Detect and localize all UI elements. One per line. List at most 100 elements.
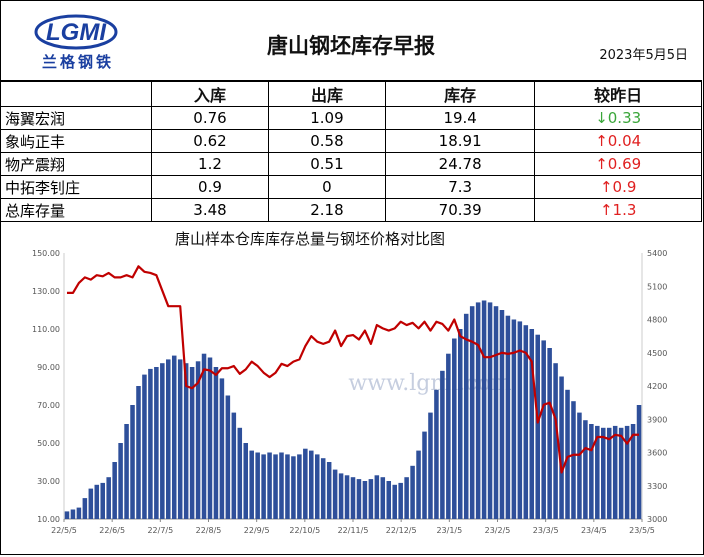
table-row: 总库存量 3.48 2.18 70.39 ↑1.3 [0, 198, 702, 222]
inventory-bar [511, 319, 517, 519]
table-row: 象屿正丰 0.62 0.58 18.91 ↑0.04 [0, 129, 702, 153]
report-date: 2023年5月5日 [599, 48, 688, 63]
inventory-bar [195, 361, 201, 519]
inventory-bar [243, 443, 249, 519]
inventory-bar [231, 412, 237, 519]
inventory-bar [160, 363, 165, 519]
row-in: 3.48 [151, 198, 269, 222]
inventory-bar [595, 425, 600, 519]
inventory-bar [255, 452, 260, 519]
x-tick-label: 22/9/5 [244, 526, 270, 535]
inventory-bar [612, 425, 618, 519]
inventory-bar [225, 395, 231, 519]
inventory-bar [166, 359, 171, 519]
row-stock: 7.3 [384, 175, 536, 199]
inventory-bar [279, 452, 284, 519]
inventory-bar [189, 367, 195, 519]
inventory-bar [416, 450, 421, 519]
report-title: 唐山钢坯库存早报 [267, 34, 435, 58]
inventory-bar [76, 507, 82, 519]
inventory-bar [577, 412, 582, 519]
row-out: 0.51 [267, 152, 386, 176]
inventory-bar [303, 448, 308, 519]
right-tick-label: 5400 [647, 249, 667, 258]
inventory-bar [344, 475, 350, 519]
inventory-bar [332, 469, 338, 519]
row-stock: 70.39 [384, 198, 536, 222]
x-tick-label: 22/5/5 [51, 526, 77, 535]
inventory-price-chart: 唐山样本仓库库存总量与钢坯价格对比图 www.lgmi.com 150.00 130… [0, 222, 702, 553]
inventory-bar [505, 315, 511, 519]
inventory-bar [487, 302, 493, 519]
inventory-bar [547, 348, 552, 519]
inventory-bar [112, 462, 117, 519]
inventory-bar [326, 462, 332, 519]
inventory-table: 入库 出库 库存 较昨日 海翼宏润 0.76 1.09 19.4 ↓0.33 象屿正丰 0.… [0, 81, 702, 222]
inventory-bar [100, 482, 105, 519]
inventory-bar [398, 482, 403, 519]
inventory-bar [583, 420, 588, 519]
row-out: 1.09 [267, 106, 386, 130]
inventory-bar [553, 363, 558, 519]
row-in: 0.76 [151, 106, 269, 130]
inventory-bar [410, 465, 415, 519]
inventory-bar [106, 477, 111, 519]
inventory-bar [404, 477, 409, 519]
table-row: 中拓李钊庄 0.9 0 7.3 ↑0.9 [0, 175, 702, 199]
x-tick-label: 22/7/5 [147, 526, 173, 535]
inventory-bar [273, 454, 278, 519]
inventory-bar [64, 511, 70, 519]
row-in: 0.62 [151, 129, 269, 153]
inventory-bar [446, 353, 451, 519]
header-out: 出库 [267, 81, 386, 107]
left-tick-label: 110.00 [32, 325, 60, 334]
x-tick-label: 23/3/5 [533, 526, 559, 535]
inventory-bar [559, 376, 564, 519]
inventory-bar [368, 479, 374, 519]
inventory-bar [94, 484, 100, 519]
inventory-bar [88, 488, 94, 519]
inventory-bar [422, 431, 427, 519]
inventory-bar [207, 357, 213, 519]
right-tick-label: 3900 [647, 415, 667, 424]
right-tick-label: 3000 [647, 515, 667, 524]
inventory-bar [434, 389, 439, 519]
chart-svg: www.lgmi.com 150.00 130.00 110.00 90.00 70.00… [32, 249, 667, 535]
chart-title: 唐山样本仓库库存总量与钢坯价格对比图 [174, 230, 445, 248]
row-in: 1.2 [151, 152, 269, 176]
inventory-bar [142, 374, 147, 519]
inventory-bar [481, 300, 487, 519]
inventory-bar [291, 456, 296, 519]
inventory-bar [309, 450, 314, 519]
inventory-bar [338, 473, 344, 519]
inventory-bar [320, 458, 326, 519]
inventory-bar [177, 359, 183, 519]
row-change: ↑0.69 [534, 152, 702, 176]
header-change: 较昨日 [534, 81, 702, 107]
row-out: 0.58 [267, 129, 386, 153]
inventory-bar [386, 481, 392, 519]
row-name: 物产震翔 [0, 152, 152, 176]
row-change: ↑0.9 [534, 175, 702, 199]
row-out: 2.18 [267, 198, 386, 222]
inventory-bar [469, 306, 475, 519]
inventory-bar [618, 427, 624, 519]
table-header-row: 入库 出库 库存 较昨日 [0, 81, 702, 107]
right-tick-label: 3600 [647, 449, 667, 458]
row-stock: 24.78 [384, 152, 536, 176]
inventory-bar [601, 427, 606, 519]
inventory-bar [183, 363, 189, 519]
x-tick-label: 23/2/5 [485, 526, 511, 535]
inventory-bar [392, 484, 397, 519]
inventory-bar [82, 498, 88, 519]
inventory-bar [541, 340, 546, 519]
inventory-bar [636, 405, 642, 519]
inventory-bar [171, 355, 177, 519]
table-row: 海翼宏润 0.76 1.09 19.4 ↓0.33 [0, 106, 702, 130]
row-out: 0 [267, 175, 386, 199]
row-name: 中拓李钊庄 [0, 175, 152, 199]
inventory-bar [356, 479, 362, 519]
row-change: ↑0.04 [534, 129, 702, 153]
x-tick-label: 23/5/5 [629, 526, 655, 535]
left-tick-label: 30.00 [37, 477, 60, 486]
